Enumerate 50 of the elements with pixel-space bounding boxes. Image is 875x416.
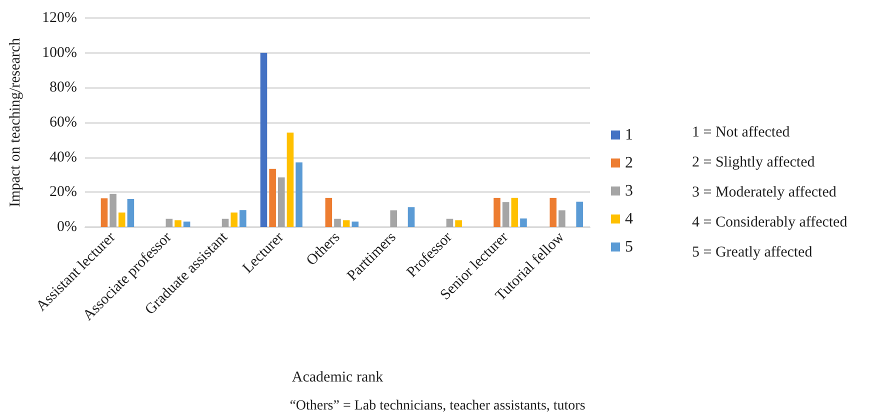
legend-label: 2 [625,154,633,172]
bar [240,210,246,227]
text: 5 = Greatly affected [692,244,813,260]
legend-label: 5 [625,238,633,256]
legend-label: 4 [625,210,633,228]
bar [520,218,527,227]
bar [269,168,276,227]
y-axis-title: Impact on teaching/research [8,37,24,208]
bar [127,198,134,227]
bar [408,207,415,227]
bar [334,218,341,227]
bar [342,220,350,227]
bar [278,177,285,227]
bar [174,220,182,227]
bar [558,210,566,227]
bar [296,162,302,227]
legend-label: 3 [625,182,633,200]
bar [502,202,510,227]
bar [325,198,332,227]
bar [446,218,454,227]
bar [352,222,359,227]
text: 2 = Slightly affected [692,154,816,170]
bar [550,198,557,227]
bar [118,212,126,227]
bar [390,210,398,227]
text: 3 = Moderately affected [692,184,837,200]
text: 1 = Not affected [692,124,790,140]
bar [455,220,462,227]
bar [260,52,268,227]
y-tick-label: 40% [50,149,77,166]
bar [576,202,583,227]
y-tick-label: 80% [50,80,77,96]
y-tick-label: 20% [50,184,77,200]
legend-label: 1 [625,126,633,144]
bar [222,218,229,227]
y-tick-label: 60% [50,114,77,130]
bar [286,132,294,227]
y-tick-label: 120% [42,10,77,26]
bar [511,198,518,227]
y-tick-label: 100% [42,44,77,61]
x-axis-title: Academic rank [292,370,384,386]
bar [166,218,173,227]
bar [110,194,116,227]
bar [100,198,108,227]
bar [494,198,500,227]
text: 4 = Considerably affected [692,214,848,230]
bar [230,212,238,227]
text: “Others” = Lab technicians, teacher assistants, tutors [290,398,586,414]
bar [183,222,190,227]
y-tick-label: 0% [57,219,77,235]
